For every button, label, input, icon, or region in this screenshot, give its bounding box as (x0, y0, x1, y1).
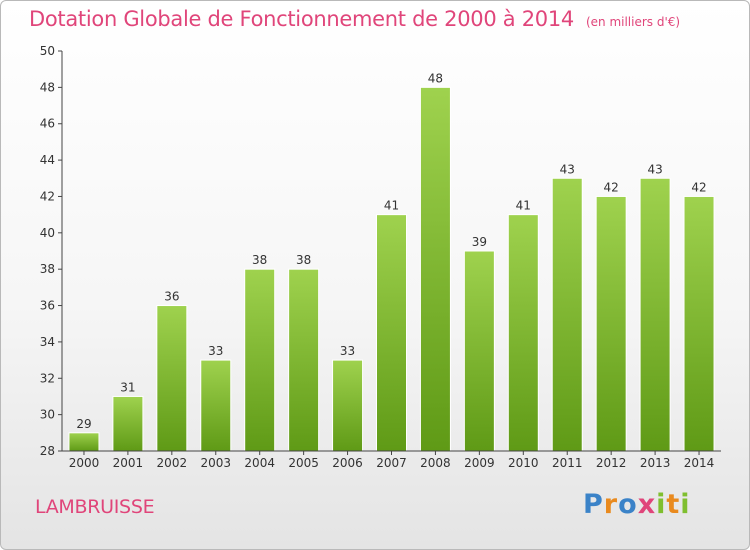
value-label-2012: 42 (604, 180, 619, 194)
y-tick-label: 48 (40, 80, 55, 94)
logo-letter: P (583, 489, 604, 520)
bar-2004 (244, 268, 276, 452)
bar-2010 (507, 214, 539, 452)
value-label-2009: 39 (472, 235, 487, 249)
logo-letter: o (618, 489, 638, 520)
y-tick-label: 46 (40, 117, 55, 131)
bar-2002 (156, 305, 188, 452)
value-label-2011: 43 (560, 162, 575, 176)
x-tick-label-2009: 2009 (464, 456, 495, 470)
x-tick-label-2000: 2000 (69, 456, 100, 470)
value-label-2008: 48 (428, 71, 443, 85)
x-tick-label-2013: 2013 (640, 456, 671, 470)
y-tick-label: 28 (40, 444, 55, 458)
x-tick-label-2005: 2005 (288, 456, 319, 470)
y-tick-label: 38 (40, 262, 55, 276)
bar-2008 (419, 86, 451, 452)
logo-letter: r (603, 489, 619, 520)
value-label-2001: 31 (120, 380, 135, 394)
chart-unit: (en milliers d'€) (585, 15, 681, 29)
value-label-2000: 29 (76, 417, 91, 431)
value-label-2010: 41 (516, 199, 531, 213)
value-label-2006: 33 (340, 344, 355, 358)
bar-2014 (683, 195, 715, 452)
y-tick-label: 32 (40, 371, 55, 385)
x-tick-label-2010: 2010 (508, 456, 539, 470)
bar-2005 (288, 268, 320, 452)
bar-2012 (595, 195, 627, 452)
x-tick-label-2008: 2008 (420, 456, 451, 470)
y-tick-label: 44 (40, 153, 55, 167)
chart-title: Dotation Globale de Fonctionnement de 20… (29, 7, 680, 31)
city-name: LAMBRUISSE (35, 496, 155, 518)
value-label-2007: 41 (384, 199, 399, 213)
value-label-2002: 36 (164, 290, 179, 304)
value-label-2005: 38 (296, 253, 311, 267)
x-tick-label-2001: 2001 (113, 456, 144, 470)
x-tick-label-2003: 2003 (200, 456, 231, 470)
value-label-2004: 38 (252, 253, 267, 267)
bar-2003 (200, 359, 232, 452)
value-label-2003: 33 (208, 344, 223, 358)
x-tick-label-2004: 2004 (244, 456, 275, 470)
y-tick-label: 50 (40, 44, 55, 58)
logo-letter: t (666, 489, 681, 520)
y-tick-label: 42 (40, 189, 55, 203)
x-tick-label-2006: 2006 (332, 456, 363, 470)
bar-2009 (463, 250, 495, 452)
x-tick-label-2012: 2012 (596, 456, 627, 470)
value-label-2013: 43 (647, 162, 662, 176)
value-label-2014: 42 (691, 180, 706, 194)
y-tick-label: 30 (40, 408, 55, 422)
chart-title-text: Dotation Globale de Fonctionnement de 20… (29, 7, 574, 31)
logo-letter: i (656, 489, 667, 520)
y-tick-label: 36 (40, 299, 55, 313)
y-tick-label: 34 (40, 335, 55, 349)
x-tick-label-2002: 2002 (157, 456, 188, 470)
logo-letter: x (637, 489, 657, 520)
logo-letter: i (680, 489, 691, 520)
bar-2013 (639, 177, 671, 452)
bar-2007 (376, 214, 407, 452)
x-tick-label-2007: 2007 (376, 456, 407, 470)
bar-2000 (68, 432, 100, 452)
bar-2011 (551, 177, 583, 452)
y-tick-label: 40 (40, 226, 55, 240)
x-tick-label-2014: 2014 (684, 456, 715, 470)
proxiti-logo: Proxiti (583, 489, 691, 520)
bar-2006 (332, 359, 364, 452)
x-tick-label-2011: 2011 (552, 456, 583, 470)
bar-2001 (112, 395, 144, 452)
